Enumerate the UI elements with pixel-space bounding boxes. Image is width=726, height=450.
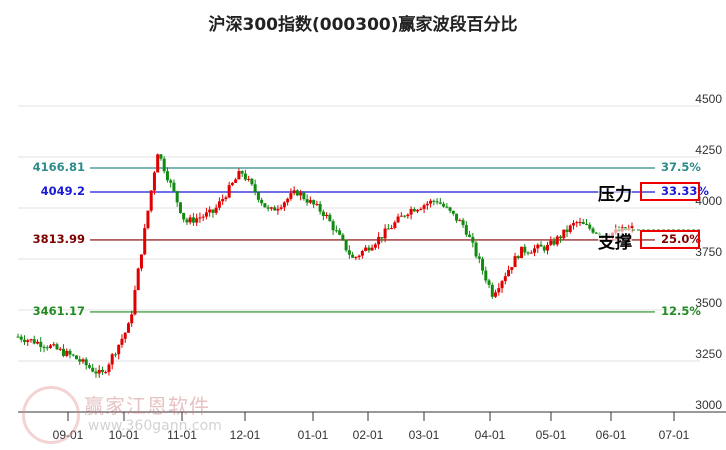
highlight-box bbox=[640, 229, 700, 249]
x-tick-label: 12-01 bbox=[229, 428, 261, 442]
level-percent-label: 33.33% bbox=[661, 183, 709, 198]
y-tick-label: 4500 bbox=[695, 92, 722, 106]
y-tick-label: 3000 bbox=[695, 398, 722, 412]
highlight-box bbox=[640, 181, 700, 201]
x-tick-label: 06-01 bbox=[595, 428, 627, 442]
x-tick-label: 04-01 bbox=[474, 428, 506, 442]
x-tick-label: 01-01 bbox=[297, 428, 329, 442]
level-price-label: 3461.17 bbox=[32, 303, 85, 318]
level-price-label: 4166.81 bbox=[32, 159, 85, 174]
y-tick-label: 3500 bbox=[695, 296, 722, 310]
resistance-annotation: 压力 bbox=[598, 179, 632, 205]
y-tick-label: 3750 bbox=[695, 245, 722, 259]
level-percent-label: 12.5% bbox=[661, 303, 701, 318]
y-tick-label: 3250 bbox=[695, 347, 722, 361]
chart-title: 沪深300指数(000300)赢家波段百分比 bbox=[208, 15, 518, 35]
y-tick-label: 4250 bbox=[695, 143, 722, 157]
watermark-seal bbox=[22, 386, 80, 444]
support-annotation: 支撑 bbox=[598, 227, 632, 253]
x-tick-label: 03-01 bbox=[408, 428, 440, 442]
x-tick-label: 05-01 bbox=[535, 428, 567, 442]
level-percent-label: 37.5% bbox=[661, 159, 701, 174]
y-tick-label: 4000 bbox=[695, 194, 722, 208]
level-percent-label: 25.0% bbox=[661, 231, 701, 246]
watermark-text: 赢家江恩软件 bbox=[84, 394, 210, 418]
level-price-label: 4049.2 bbox=[40, 183, 85, 198]
level-price-label: 3813.99 bbox=[32, 231, 85, 246]
x-tick-label: 07-01 bbox=[658, 428, 690, 442]
x-tick-label: 10-01 bbox=[108, 428, 140, 442]
x-tick-label: 02-01 bbox=[352, 428, 384, 442]
watermark-url: www.360gann.com bbox=[88, 418, 222, 434]
x-tick-label: 11-01 bbox=[167, 428, 197, 442]
